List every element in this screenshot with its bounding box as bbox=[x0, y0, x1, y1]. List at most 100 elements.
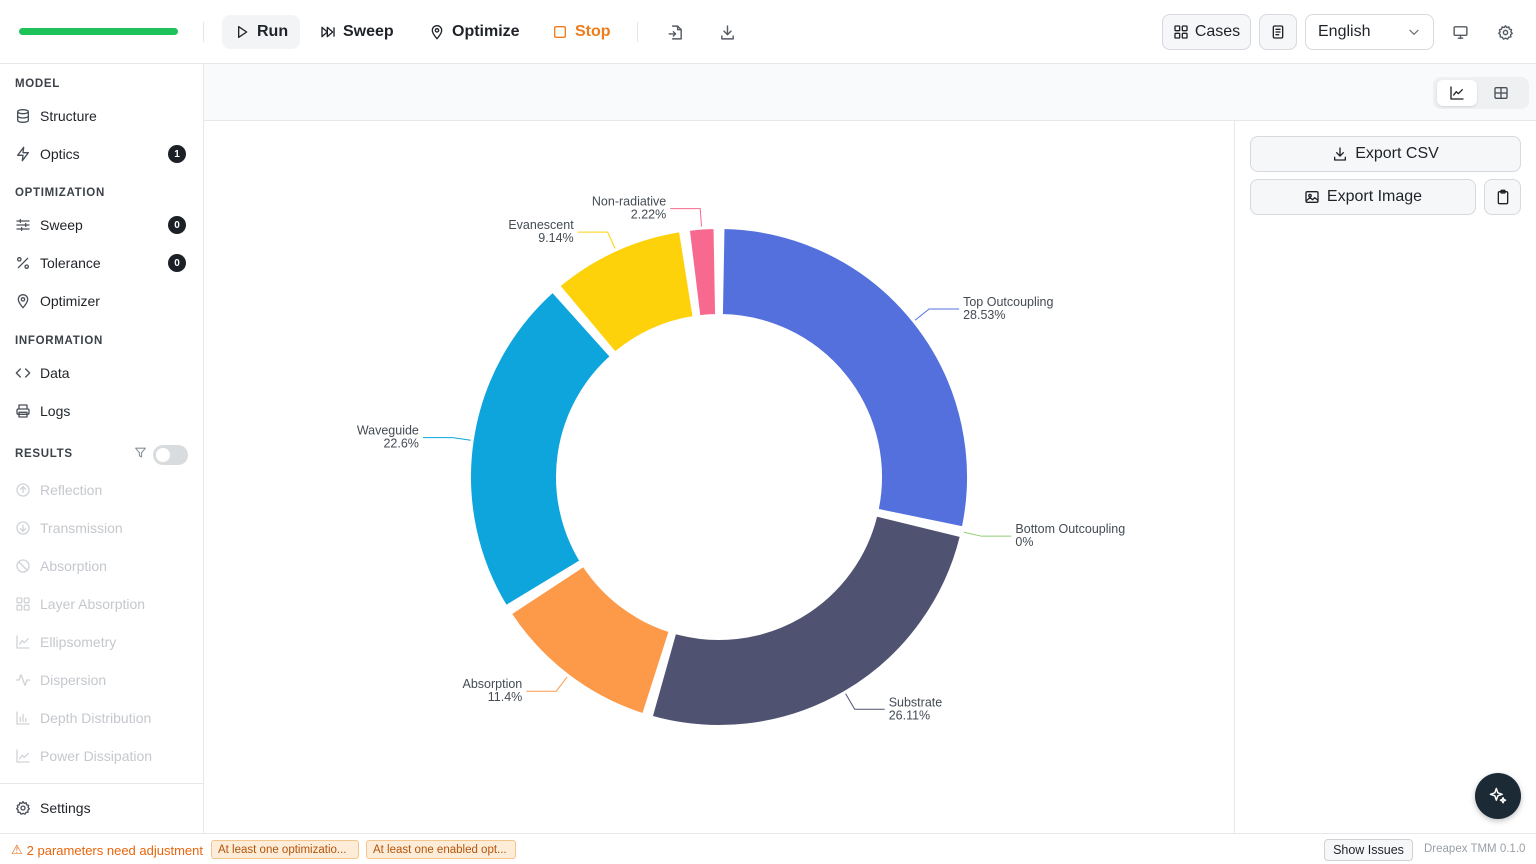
arrow-up-circle-icon bbox=[16, 483, 30, 497]
sidebar-item-label: Dispersion bbox=[40, 672, 107, 688]
label-name-waveguide: Waveguide bbox=[357, 424, 419, 438]
language-select[interactable]: English bbox=[1305, 14, 1434, 50]
warning-chip[interactable]: At least one optimizatio... bbox=[211, 840, 359, 859]
leader-line-top-outcoupling bbox=[914, 308, 960, 321]
sidebar-item-settings[interactable]: Settings bbox=[15, 794, 191, 822]
slice-non-radiative[interactable] bbox=[687, 227, 718, 318]
sidebar-item-tolerance[interactable]: Tolerance 0 bbox=[15, 249, 191, 277]
sidebar-item-structure[interactable]: Structure bbox=[15, 102, 191, 130]
sidebar-item-label: Ellipsometry bbox=[40, 634, 117, 650]
sidebar-item-label: Absorption bbox=[40, 558, 107, 574]
section-title-model: MODEL bbox=[15, 78, 61, 90]
label-value-waveguide: 22.6% bbox=[383, 437, 418, 451]
sweep-button[interactable]: Sweep bbox=[308, 15, 406, 49]
code-icon bbox=[15, 368, 31, 378]
leader-line-evanescent bbox=[577, 231, 616, 249]
sidebar-item-power-dissipation[interactable]: Power Dissipation bbox=[15, 742, 191, 770]
label-value-evanescent: 9.14% bbox=[538, 231, 573, 245]
download-icon bbox=[720, 24, 734, 40]
export-panel: Export CSV Export Image bbox=[1234, 121, 1536, 833]
clipboard-icon bbox=[1497, 189, 1508, 205]
chevron-down-icon bbox=[1409, 29, 1419, 36]
slice-waveguide[interactable] bbox=[469, 290, 612, 608]
sidebar-item-ellipsometry[interactable]: Ellipsometry bbox=[15, 628, 191, 656]
chart-view-button[interactable] bbox=[1437, 80, 1477, 106]
import-button[interactable] bbox=[663, 20, 687, 44]
sidebar-item-label: Settings bbox=[40, 800, 91, 816]
slice-absorption[interactable] bbox=[509, 564, 671, 716]
grid-icon bbox=[1174, 25, 1188, 39]
export-image-button[interactable]: Export Image bbox=[1250, 179, 1476, 215]
sidebar-item-label: Sweep bbox=[40, 217, 83, 233]
label-value-non-radiative: 2.22% bbox=[631, 208, 666, 222]
label-name-non-radiative: Non-radiative bbox=[592, 195, 666, 209]
sidebar-item-optics[interactable]: Optics 1 bbox=[15, 140, 191, 168]
sidebar-item-data[interactable]: Data bbox=[15, 359, 191, 387]
label-name-absorption: Absorption bbox=[463, 677, 523, 691]
view-toolbar bbox=[204, 64, 1536, 121]
warning-message[interactable]: ⚠ 2 parameters need adjustment bbox=[11, 842, 203, 858]
sidebar-item-label: Power Dissipation bbox=[40, 748, 153, 764]
sidebar-item-layer-absorption[interactable]: Layer Absorption bbox=[15, 590, 191, 618]
export-image-label: Export Image bbox=[1326, 188, 1423, 205]
run-label: Run bbox=[257, 23, 289, 40]
display-button[interactable] bbox=[1448, 20, 1472, 44]
sidebar-item-label: Reflection bbox=[40, 482, 103, 498]
download-button[interactable] bbox=[715, 20, 739, 44]
line-chart-icon bbox=[16, 635, 30, 649]
ai-assistant-button[interactable] bbox=[1475, 773, 1521, 819]
sidebar-item-dispersion[interactable]: Dispersion bbox=[15, 666, 191, 694]
export-csv-label: Export CSV bbox=[1355, 145, 1439, 162]
arrow-down-circle-icon bbox=[16, 521, 30, 535]
export-csv-button[interactable]: Export CSV bbox=[1250, 136, 1521, 172]
sidebar-item-optimizer[interactable]: Optimizer bbox=[15, 287, 191, 315]
lightning-icon bbox=[17, 146, 29, 162]
results-filter-toggle[interactable] bbox=[153, 445, 188, 465]
slice-top-outcoupling[interactable] bbox=[720, 227, 969, 529]
copy-image-button[interactable] bbox=[1484, 179, 1521, 215]
warning-chip[interactable]: At least one enabled opt... bbox=[366, 840, 516, 859]
sidebar-item-reflection[interactable]: Reflection bbox=[15, 476, 191, 504]
map-pin-icon bbox=[431, 25, 443, 40]
activity-icon bbox=[15, 674, 31, 686]
filter-icon[interactable] bbox=[134, 446, 147, 459]
count-badge: 1 bbox=[168, 145, 186, 163]
sidebar-item-label: Transmission bbox=[40, 520, 123, 536]
stop-label: Stop bbox=[575, 23, 611, 40]
settings-button[interactable] bbox=[1493, 20, 1517, 44]
sidebar-item-depth-distribution[interactable]: Depth Distribution bbox=[15, 704, 191, 732]
label-value-absorption: 11.4% bbox=[488, 690, 523, 704]
sparkle-icon bbox=[1489, 787, 1507, 804]
image-icon bbox=[1305, 191, 1319, 203]
progress-bar-fill bbox=[19, 28, 178, 35]
optimize-label: Optimize bbox=[452, 23, 520, 40]
top-toolbar: Run Sweep Optimize Stop Cases English bbox=[0, 0, 1536, 64]
line-chart-icon bbox=[1450, 86, 1464, 100]
sidebar-item-sweep[interactable]: Sweep 0 bbox=[15, 211, 191, 239]
ban-icon bbox=[16, 559, 30, 573]
sidebar-item-absorption[interactable]: Absorption bbox=[15, 552, 191, 580]
leader-line-substrate bbox=[845, 693, 885, 710]
slice-evanescent[interactable] bbox=[558, 230, 695, 354]
monitor-icon bbox=[1452, 25, 1468, 39]
stop-button[interactable]: Stop bbox=[540, 15, 623, 49]
optimize-button[interactable]: Optimize bbox=[417, 15, 532, 49]
sidebar-item-transmission[interactable]: Transmission bbox=[15, 514, 191, 542]
fast-forward-icon bbox=[321, 26, 335, 38]
gear-icon bbox=[16, 801, 30, 815]
label-value-bottom-outcoupling: 0% bbox=[1015, 535, 1033, 549]
section-title-optimization: OPTIMIZATION bbox=[15, 187, 105, 199]
table-view-button[interactable] bbox=[1481, 80, 1521, 106]
slice-substrate[interactable] bbox=[650, 514, 962, 727]
file-import-icon bbox=[667, 24, 682, 40]
label-value-top-outcoupling: 28.53% bbox=[963, 308, 1005, 322]
leader-line-absorption bbox=[526, 676, 568, 692]
area-chart-icon bbox=[16, 749, 30, 763]
cases-button[interactable]: Cases bbox=[1162, 14, 1251, 50]
show-issues-button[interactable]: Show Issues bbox=[1324, 839, 1413, 861]
sidebar-item-logs[interactable]: Logs bbox=[15, 397, 191, 425]
label-name-bottom-outcoupling: Bottom Outcoupling bbox=[1015, 522, 1125, 536]
notes-button[interactable] bbox=[1259, 14, 1297, 50]
toolbar-divider bbox=[637, 22, 638, 42]
run-button[interactable]: Run bbox=[222, 15, 301, 49]
